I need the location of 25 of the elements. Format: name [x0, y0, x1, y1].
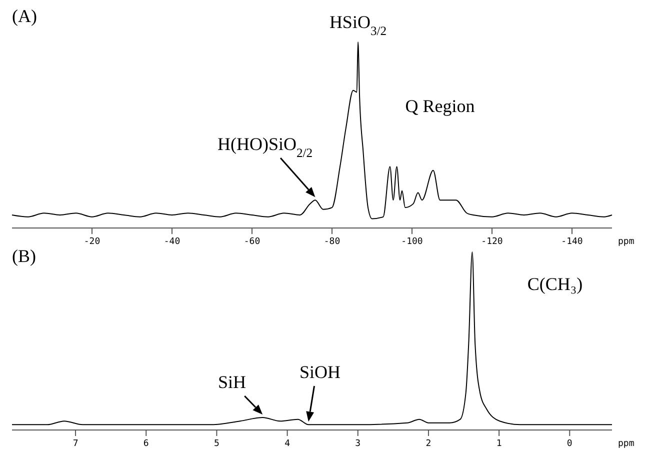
chart-title: (A): [12, 6, 37, 26]
x-tick-label: -60: [244, 237, 260, 247]
x-tick-label: -120: [481, 237, 503, 247]
x-tick-label: 4: [284, 439, 290, 449]
x-tick-label: -20: [84, 237, 100, 247]
x-tick-label: 0: [566, 439, 572, 449]
x-tick-label: -40: [164, 237, 180, 247]
x-tick-label: 7: [72, 439, 78, 449]
annotation: HSiO$_{3/2}$: [329, 12, 387, 38]
x-tick-label: 2: [426, 439, 432, 449]
x-tick-label: -140: [561, 237, 583, 247]
annotation: SiOH: [299, 362, 341, 382]
x-axis-title: ppm: [618, 237, 634, 247]
x-tick-label: 1: [496, 439, 502, 449]
annotation: H(HO)SiO$_{2/2}$: [217, 134, 313, 160]
annotation: C(CH₃): [527, 274, 583, 294]
x-tick-label: -100: [401, 237, 423, 247]
x-axis-title: ppm: [618, 439, 634, 449]
x-tick-label: 6: [143, 439, 149, 449]
x-tick-label: 5: [214, 439, 220, 449]
annotation: SiH: [218, 372, 246, 392]
annotation: Q Region: [405, 96, 475, 116]
x-tick-label: -80: [324, 237, 340, 247]
x-tick-label: 3: [355, 439, 361, 449]
chart-title: (B): [12, 246, 36, 266]
